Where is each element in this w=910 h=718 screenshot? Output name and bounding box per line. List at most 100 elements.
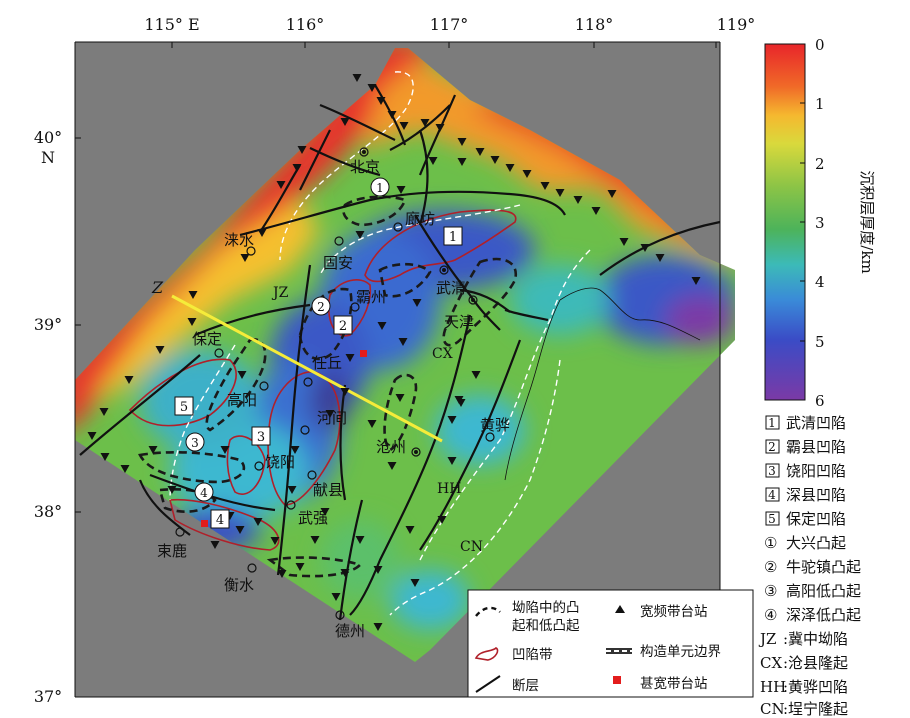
station-triangle	[253, 518, 263, 526]
station-triangle	[124, 376, 134, 384]
station-triangle	[276, 181, 286, 189]
depression-number: 1	[449, 230, 457, 245]
coastline	[504, 287, 701, 481]
station-triangle	[412, 299, 422, 307]
station-triangle	[475, 148, 485, 156]
station-triangle	[457, 158, 467, 166]
broadband-station	[360, 350, 367, 357]
y-tick: 40°	[34, 128, 62, 147]
legend-text: 高阳低凸起	[786, 582, 861, 600]
colorbar-tick: 5	[815, 333, 825, 351]
city-label: 饶阳	[265, 453, 295, 471]
unit-boundaries	[169, 71, 591, 616]
legend-text: 保定凹陷	[786, 510, 846, 528]
map-legend-symbols	[474, 605, 632, 693]
y-tick: 38°	[34, 502, 62, 521]
station-triangle	[340, 388, 350, 396]
station-triangle	[188, 291, 198, 299]
station-triangle	[310, 536, 320, 544]
station-triangles	[87, 74, 701, 631]
city-label: 沧州	[376, 438, 406, 456]
station-triangle	[167, 486, 177, 494]
legend-mark: HH	[760, 678, 786, 696]
station-triangle	[447, 416, 457, 424]
station-triangle	[355, 536, 365, 544]
legend-mark: 5	[768, 512, 776, 526]
station-triangle	[376, 97, 386, 105]
station-triangle	[428, 157, 438, 165]
x-tick: 118°	[575, 15, 614, 34]
station-triangle	[471, 371, 481, 379]
legend-depression: 凹陷带	[512, 647, 553, 663]
profile-start: Z	[151, 278, 164, 297]
station-triangle	[340, 118, 350, 126]
colorbar-title: 沉积层厚度/km	[858, 170, 876, 273]
city-label: 高阳	[227, 391, 257, 409]
uplift-outlines	[138, 195, 518, 578]
legend-text: 牛驼镇凸起	[786, 558, 861, 576]
station-triangle	[555, 189, 565, 197]
station-triangle	[457, 138, 467, 146]
unit-label: JZ	[271, 285, 289, 301]
station-triangle	[377, 322, 387, 330]
station-triangle	[573, 196, 583, 204]
depression-boxes	[174, 226, 463, 529]
profile-line	[171, 294, 443, 443]
station-triangle	[405, 526, 415, 534]
station-triangle	[619, 238, 629, 246]
station-triangle	[340, 569, 350, 577]
station-triangle	[640, 244, 650, 252]
unit-label: HH	[437, 481, 461, 497]
station-triangle	[540, 182, 550, 190]
station-triangle	[277, 570, 287, 578]
city-label: 保定	[192, 330, 222, 348]
station-triangle	[447, 457, 457, 465]
station-triangle	[148, 446, 158, 454]
colorbar-tick: 1	[815, 95, 825, 113]
station-triangle	[325, 410, 335, 418]
uplift-number: 3	[191, 436, 199, 450]
city-label: 霸州	[356, 288, 386, 306]
station-triangle	[437, 516, 447, 524]
legend-text: 深县凹陷	[786, 486, 846, 504]
station-triangle	[220, 446, 230, 454]
uplift-number: 2	[317, 300, 325, 314]
station-triangle	[187, 318, 197, 326]
station-triangle	[387, 462, 397, 470]
station-triangle	[387, 111, 397, 119]
station-triangle	[398, 338, 408, 346]
y-tick-n: N	[41, 148, 55, 167]
x-tick: 116°	[286, 15, 325, 34]
legend-uplift-line2: 起和低凸起	[512, 618, 580, 634]
station-triangle	[237, 371, 247, 379]
station-triangle	[396, 186, 406, 194]
city-label: 北京	[350, 158, 380, 176]
station-triangle	[373, 623, 383, 631]
station-triangle	[235, 526, 245, 534]
station-triangle	[240, 254, 250, 262]
city-label: 黄骅	[480, 416, 510, 434]
legend-mark: 3	[768, 464, 776, 478]
station-triangle	[399, 122, 409, 130]
legend-mark: ②	[764, 558, 777, 576]
legend-mark: ③	[764, 582, 777, 600]
city-label: 廊坊	[405, 210, 435, 228]
city-markers	[175, 147, 495, 620]
station-triangle	[367, 420, 377, 428]
station-triangle	[505, 164, 515, 172]
station-triangle	[435, 124, 445, 132]
unit-label: CX	[432, 346, 453, 362]
city-label: 河间	[317, 409, 347, 427]
unit-label: CN	[460, 539, 483, 555]
station-triangle	[522, 170, 532, 178]
station-triangle	[99, 408, 109, 416]
colorbar-tick: 2	[815, 155, 825, 173]
station-triangle	[287, 486, 297, 494]
station-triangle	[155, 346, 165, 354]
colorbar-tick: 6	[815, 392, 825, 410]
x-tick: 117°	[430, 15, 469, 34]
depression-number: 5	[180, 400, 188, 415]
station-triangle	[331, 593, 341, 601]
depression-number: 3	[257, 430, 265, 445]
station-triangle	[297, 146, 307, 154]
